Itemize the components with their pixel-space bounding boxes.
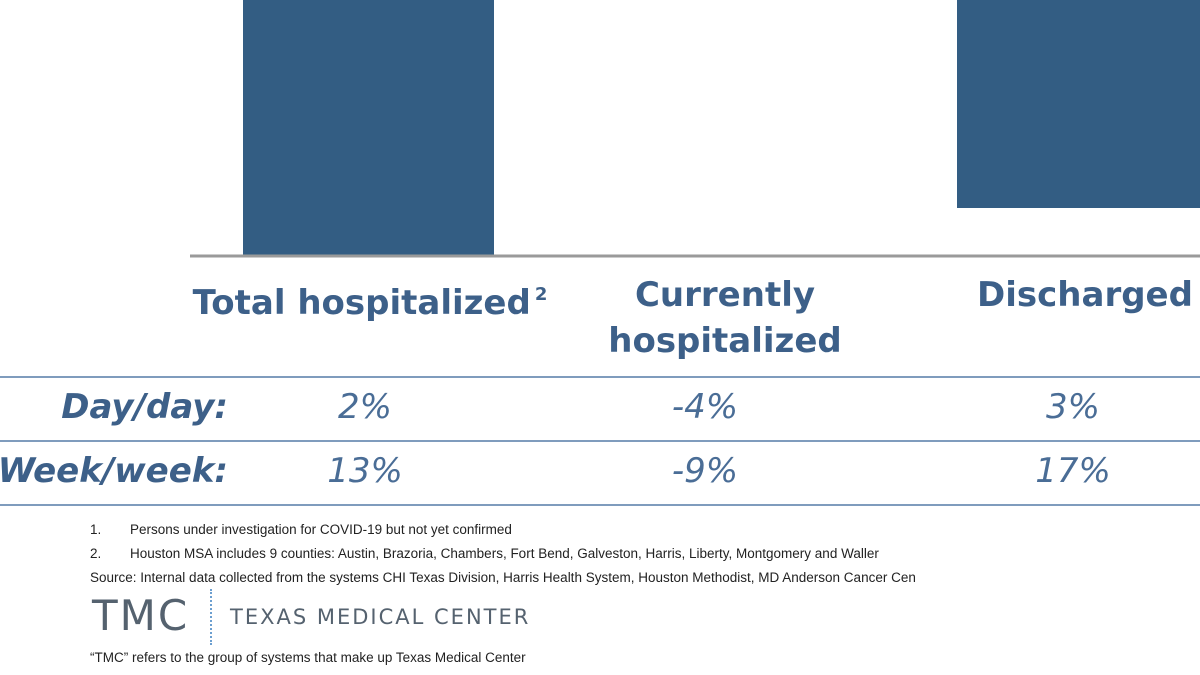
category-label-line-2: hospitalized [608,321,842,361]
tmc-logo-name: TEXAS MEDICAL CENTER [230,605,531,629]
tmc-logo-mark: TMC [92,591,190,640]
footnote-number: 1. [90,522,102,537]
tmc-tagline: “TMC” refers to the group of systems tha… [90,650,526,665]
category-label-currently-hospitalized: Currently hospitalized [575,272,875,364]
category-label-discharged: Discharged [950,272,1200,318]
day-change-currently-hospitalized: -4% [671,387,739,427]
category-label-line-1: Currently [634,275,816,315]
source-note: Source: Internal data collected from the… [90,570,916,585]
table-bottom-rule [0,504,1200,506]
footnote-text: Persons under investigation for COVID-19… [130,522,512,537]
week-change-currently-hospitalized: -9% [671,451,739,491]
footnote-2: 2. Houston MSA includes 9 counties: Austi… [90,546,879,561]
footnote-1: 1. Persons under investigation for COVID-… [90,522,512,537]
table-top-rule [0,376,1200,378]
category-label-total-hospitalized: Total hospitalized 2 [180,272,560,326]
week-change-total-hospitalized: 13% [327,451,403,491]
logo-divider [210,589,212,645]
category-label-text: Discharged [977,275,1193,315]
week-change-discharged: 17% [1035,451,1111,491]
table-middle-rule [0,440,1200,442]
footnote-number: 2. [90,546,102,561]
row-label-week-week: Week/week: [0,451,228,491]
day-change-discharged: 3% [1046,387,1100,427]
row-label-day-day: Day/day: [61,387,228,427]
bar-discharged [957,0,1200,208]
bar-total-hospitalized [243,0,494,255]
footnote-marker: 2 [534,284,548,305]
day-change-total-hospitalized: 2% [338,387,392,427]
footnote-text: Houston MSA includes 9 counties: Austin,… [130,546,879,561]
bar-chart [190,0,1200,258]
category-label-text: Total hospitalized [192,283,531,323]
